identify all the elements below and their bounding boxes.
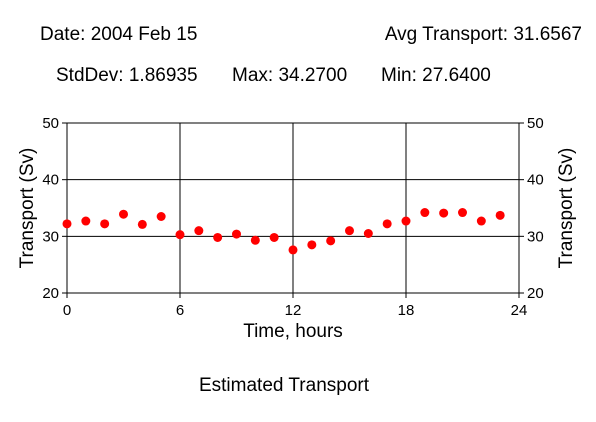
data-point: [156, 212, 166, 221]
y-tick-label-left: 20: [42, 285, 59, 302]
data-point: [194, 226, 204, 236]
data-point: [363, 229, 373, 238]
chart-caption: Estimated Transport: [198, 375, 370, 396]
y-tick-label-left: 40: [42, 172, 59, 189]
x-tick-label: 12: [285, 302, 302, 319]
data-point: [345, 226, 354, 236]
x-tick-label: 0: [63, 302, 71, 319]
data-point: [401, 216, 411, 226]
data-point: [439, 208, 449, 218]
max-label: Max: 34.2700: [232, 65, 348, 86]
data-point: [420, 208, 430, 218]
y-tick-label-right: 30: [527, 228, 544, 245]
y-axis-label-left: Transport (Sv): [17, 148, 38, 269]
min-label: Min: 27.6400: [381, 65, 491, 86]
avg-transport-label: Avg Transport: 31.6567: [384, 24, 582, 45]
stddev-label: StdDev: 1.86935: [56, 65, 198, 86]
data-points: [62, 208, 505, 255]
data-point: [495, 210, 505, 220]
grid: [67, 123, 519, 293]
data-point: [213, 232, 223, 242]
y-tick-label-left: 30: [42, 228, 59, 245]
data-point: [288, 245, 298, 255]
y-axis-label-right: Transport (Sv): [556, 148, 577, 269]
date-label: Date: 2004 Feb 15: [40, 24, 198, 45]
data-point: [232, 229, 241, 239]
y-tick-label-left: 50: [42, 115, 59, 132]
y-tick-label-right: 50: [527, 115, 544, 132]
x-tick-label: 18: [398, 302, 415, 319]
data-point: [119, 209, 128, 219]
data-point: [175, 230, 185, 240]
data-point: [307, 240, 317, 250]
data-point: [458, 208, 467, 218]
data-point: [81, 216, 91, 226]
x-tick-label: 24: [511, 302, 528, 319]
data-point: [382, 219, 392, 229]
data-point: [326, 236, 336, 246]
data-point: [137, 219, 147, 229]
x-axis-label: Time, hours: [243, 321, 343, 342]
x-tick-label: 6: [176, 302, 184, 319]
y-tick-label-right: 20: [527, 285, 544, 302]
y-tick-label-right: 40: [527, 172, 544, 189]
data-point: [476, 216, 486, 226]
data-point: [269, 232, 279, 242]
data-point: [62, 219, 72, 229]
data-point: [250, 235, 260, 245]
data-point: [100, 219, 110, 229]
